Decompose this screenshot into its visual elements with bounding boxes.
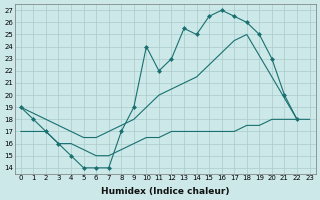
- X-axis label: Humidex (Indice chaleur): Humidex (Indice chaleur): [101, 187, 229, 196]
